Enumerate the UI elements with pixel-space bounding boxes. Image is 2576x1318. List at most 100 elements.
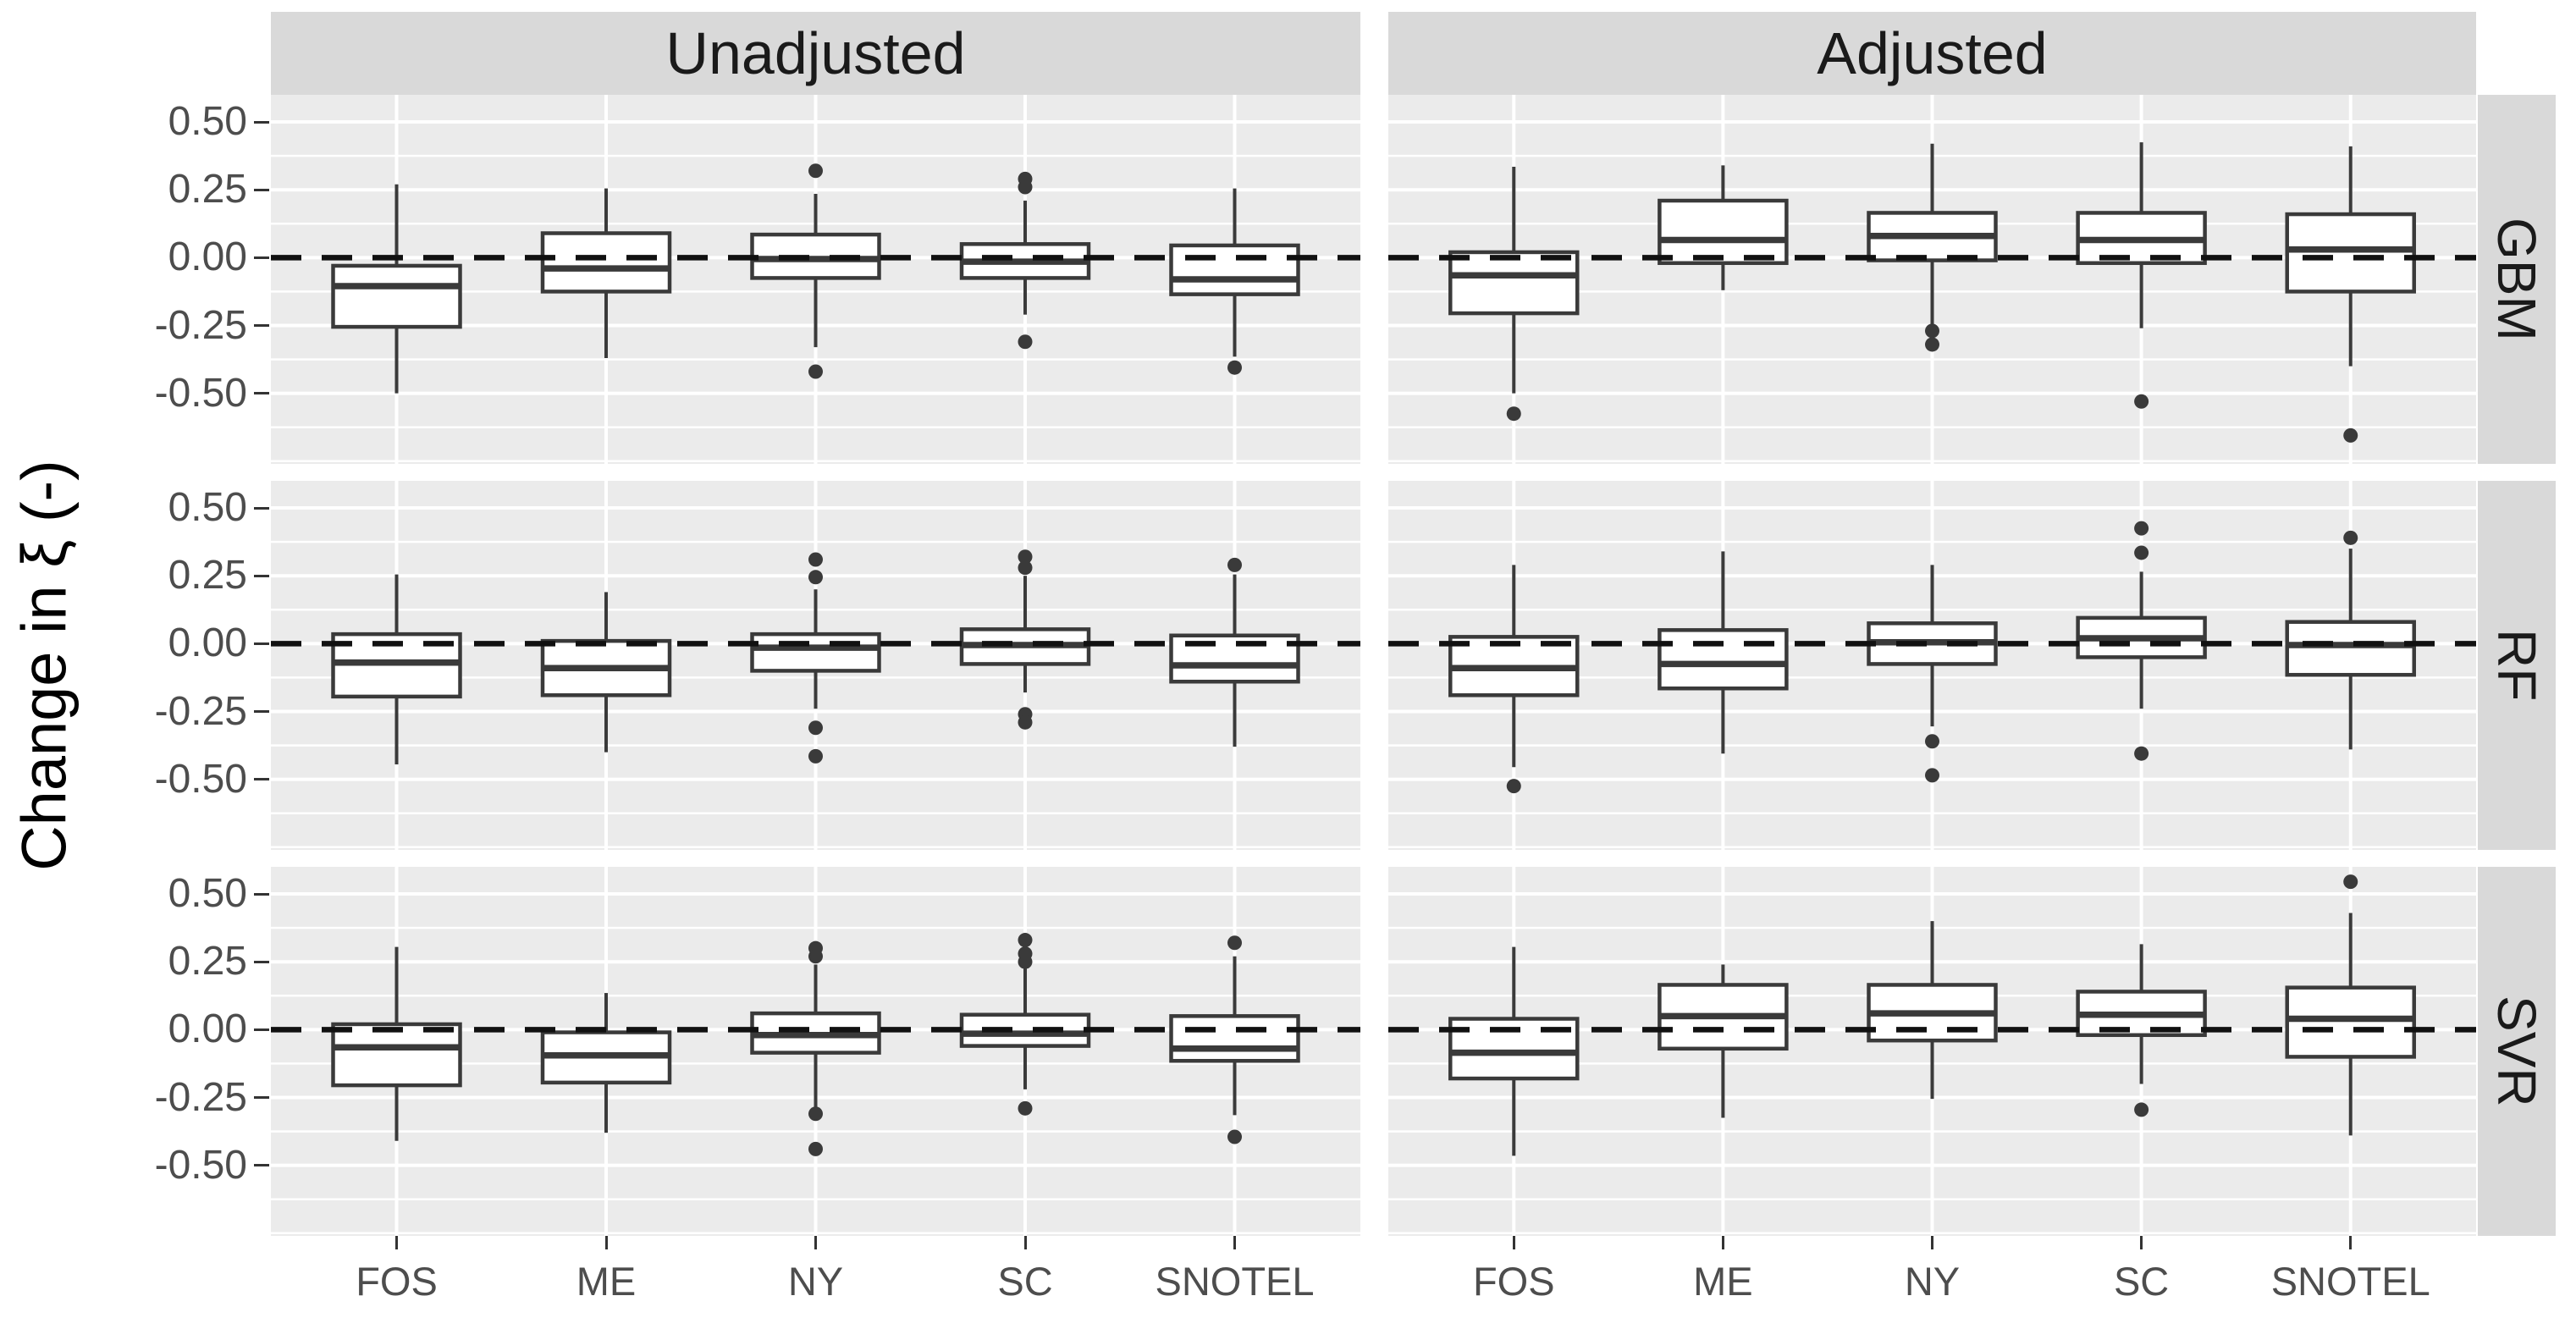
y-tick-label-svr-0.50: 0.50 [168,871,247,917]
panel-adjusted-gbm [1388,95,2476,464]
x-category-label-unadjusted-fos: FOS [356,1259,438,1304]
x-category-label-unadjusted-me: ME [576,1259,637,1304]
boxplot-unadjusted-gbm-sc [959,171,1091,350]
outlier-point [1018,933,1033,948]
facet-column-strip-adjusted: Adjusted [1388,12,2476,95]
outlier-point [1925,734,1939,749]
y-tick-label-gbm-0.00: 0.00 [168,234,247,280]
x-tick-mark [814,1236,817,1249]
boxplot-unadjusted-svr-me [540,993,672,1133]
x-category-label-adjusted-fos: FOS [1472,1259,1555,1304]
outlier-point [1227,360,1242,375]
boxplot-adjusted-rf-fos [1448,565,1580,794]
y-tick-mark [254,256,269,259]
boxplot-adjusted-svr-snotel [2285,874,2416,1136]
y-tick-label-svr-0.00: 0.00 [168,1006,247,1052]
iqr-box [2285,985,2416,1059]
outlier-point [2134,1102,2149,1117]
outlier-point [2134,746,2149,761]
y-tick-label-svr-0.25: 0.25 [168,939,247,984]
boxplot-unadjusted-svr-fos [331,946,462,1141]
outlier-point [2134,394,2149,409]
outlier-point [808,1141,823,1156]
boxplot-adjusted-svr-sc [2076,944,2207,1117]
x-tick-mark [1721,1236,1724,1249]
outlier-point [1018,954,1033,969]
facet-row-strip-rf: RF [2478,481,2556,850]
iqr-box [1169,243,1300,296]
y-tick-mark [254,392,269,395]
x-tick-mark [1233,1236,1236,1249]
iqr-box [1169,1014,1300,1063]
boxplot-unadjusted-svr-snotel [1169,935,1300,1144]
y-tick-label-rf-0.25: 0.25 [168,553,247,598]
y-tick-mark [254,960,269,963]
x-tick-mark [2140,1236,2143,1249]
outlier-point [2343,874,2358,890]
facet-column-label-adjusted: Adjusted [1817,20,2048,86]
boxplot-adjusted-gbm-sc [2076,142,2207,409]
outlier-point [1227,1129,1242,1144]
x-category-label-adjusted-me: ME [1693,1259,1753,1304]
y-tick-label-rf--0.25: -0.25 [154,688,247,734]
y-tick-label-gbm--0.50: -0.50 [154,370,247,416]
panel-unadjusted-svr [271,867,1360,1236]
facet-row-label-gbm: GBM [2486,218,2547,341]
panel-unadjusted-rf [271,481,1360,850]
panel-unadjusted-gbm [271,95,1360,464]
outlier-point [1018,334,1033,350]
boxplot-adjusted-svr-fos [1448,946,1580,1156]
y-tick-label-svr--0.25: -0.25 [154,1074,247,1120]
x-category-label-adjusted-ny: NY [1904,1259,1961,1304]
iqr-box [1448,250,1580,316]
x-category-label-unadjusted-snotel: SNOTEL [1155,1259,1315,1304]
y-tick-label-rf--0.50: -0.50 [154,756,247,802]
outlier-point [1018,714,1033,730]
iqr-box [1658,198,1789,266]
x-tick-mark [604,1236,608,1249]
y-tick-mark [254,1164,269,1167]
x-tick-mark [395,1236,398,1249]
outlier-point [1925,323,1939,339]
panel-adjusted-rf [1388,481,2476,850]
y-tick-mark [254,778,269,781]
y-tick-mark [254,506,269,510]
iqr-box [1448,1017,1580,1081]
outlier-point [1018,549,1033,565]
boxplot-unadjusted-gbm-fos [331,184,462,394]
outlier-point [2134,545,2149,560]
y-tick-mark [254,710,269,713]
facet-row-label-rf: RF [2486,629,2547,702]
boxplot-adjusted-svr-me [1658,964,1789,1118]
y-tick-mark [254,1096,269,1099]
iqr-box [959,1012,1091,1048]
outlier-point [808,949,823,964]
boxplot-unadjusted-svr-ny [750,940,881,1156]
x-tick-mark [1931,1236,1933,1249]
y-tick-label-gbm-0.50: 0.50 [168,99,247,145]
x-tick-mark [2349,1236,2353,1249]
y-tick-mark [254,574,269,577]
iqr-box [331,263,462,329]
boxplot-unadjusted-gbm-me [540,188,672,358]
outlier-point [808,163,823,179]
x-tick-mark [1023,1236,1027,1249]
outlier-point [1506,779,1521,794]
iqr-box [540,231,672,294]
boxplot-adjusted-rf-ny [1867,565,1998,783]
outlier-point [1925,337,1939,352]
outlier-point [808,552,823,567]
y-tick-label-svr--0.50: -0.50 [154,1142,247,1188]
outlier-point [2343,427,2358,443]
x-category-label-adjusted-snotel: SNOTEL [2270,1259,2430,1304]
boxplot-adjusted-rf-sc [2076,521,2207,761]
outlier-point [808,720,823,736]
y-tick-label-gbm-0.25: 0.25 [168,167,247,212]
boxplot-adjusted-gbm-fos [1448,166,1580,422]
outlier-point [1227,557,1242,572]
iqr-box [1658,628,1789,691]
iqr-box [2285,212,2416,294]
boxplot-adjusted-rf-me [1658,551,1789,754]
boxplot-unadjusted-gbm-snotel [1169,188,1300,375]
